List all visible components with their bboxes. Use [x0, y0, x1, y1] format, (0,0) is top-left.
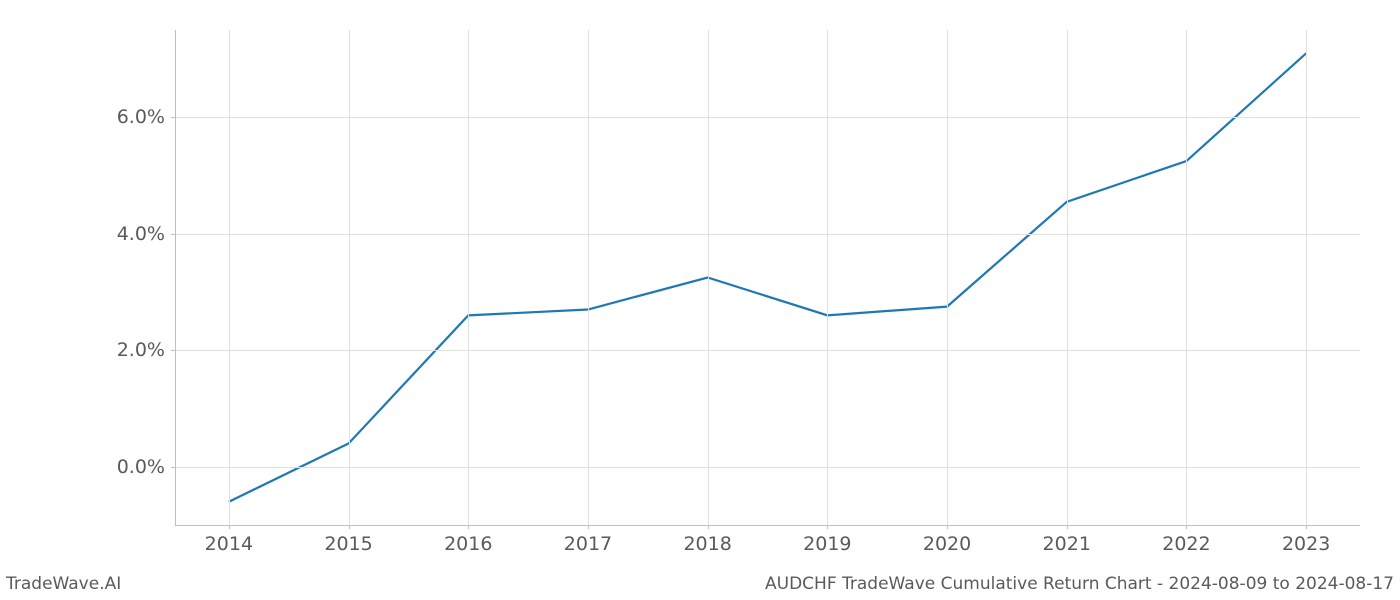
- x-tick-label: 2019: [803, 533, 851, 555]
- grid-line-vertical: [349, 30, 350, 525]
- grid-line-vertical: [1067, 30, 1068, 525]
- y-tick-label: 2.0%: [117, 339, 165, 361]
- x-tick-label: 2017: [564, 533, 612, 555]
- grid-line-vertical: [708, 30, 709, 525]
- footer-right-text: AUDCHF TradeWave Cumulative Return Chart…: [765, 574, 1394, 594]
- x-tick-label: 2015: [324, 533, 372, 555]
- grid-line-vertical: [827, 30, 828, 525]
- y-tick-mark: [171, 234, 175, 235]
- cumulative-return-line: [229, 53, 1306, 501]
- x-tick-label: 2022: [1162, 533, 1210, 555]
- x-tick-label: 2020: [923, 533, 971, 555]
- x-tick-label: 2016: [444, 533, 492, 555]
- grid-line-vertical: [1186, 30, 1187, 525]
- grid-line-horizontal: [175, 467, 1360, 468]
- x-axis-spine: [175, 525, 1360, 526]
- x-tick-mark: [1186, 525, 1187, 529]
- grid-line-vertical: [588, 30, 589, 525]
- grid-line-vertical: [1306, 30, 1307, 525]
- grid-line-vertical: [947, 30, 948, 525]
- y-tick-label: 6.0%: [117, 106, 165, 128]
- y-tick-mark: [171, 350, 175, 351]
- x-tick-mark: [468, 525, 469, 529]
- x-tick-label: 2023: [1282, 533, 1330, 555]
- plot-area: [175, 30, 1360, 525]
- grid-line-horizontal: [175, 350, 1360, 351]
- chart-container: TradeWave.AI AUDCHF TradeWave Cumulative…: [0, 0, 1400, 600]
- x-tick-mark: [1067, 525, 1068, 529]
- x-tick-mark: [229, 525, 230, 529]
- x-tick-mark: [827, 525, 828, 529]
- y-tick-mark: [171, 467, 175, 468]
- grid-line-vertical: [229, 30, 230, 525]
- grid-line-horizontal: [175, 117, 1360, 118]
- x-tick-mark: [947, 525, 948, 529]
- x-tick-mark: [349, 525, 350, 529]
- footer-left-text: TradeWave.AI: [6, 574, 121, 594]
- y-axis-spine: [175, 30, 176, 525]
- grid-line-vertical: [468, 30, 469, 525]
- y-tick-mark: [171, 117, 175, 118]
- x-tick-label: 2014: [205, 533, 253, 555]
- grid-line-horizontal: [175, 234, 1360, 235]
- y-tick-label: 4.0%: [117, 223, 165, 245]
- y-tick-label: 0.0%: [117, 456, 165, 478]
- line-chart-svg: [175, 30, 1360, 525]
- x-tick-mark: [1306, 525, 1307, 529]
- x-tick-label: 2018: [683, 533, 731, 555]
- x-tick-mark: [708, 525, 709, 529]
- x-tick-label: 2021: [1043, 533, 1091, 555]
- x-tick-mark: [588, 525, 589, 529]
